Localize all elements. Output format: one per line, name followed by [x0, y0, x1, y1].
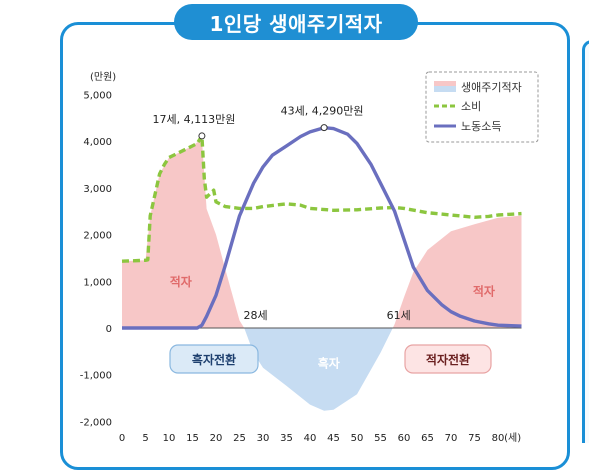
y-axis-ticks: 5,000 4,000 3,000 2,000 1,000 0 -1,000 -2,000 — [80, 91, 112, 429]
legend: 생애주기적자 소비 노동소득 — [425, 71, 539, 143]
legend-swatch-area-negative — [434, 86, 456, 92]
x-tick-label: 30 — [257, 433, 270, 444]
deficit-label-young: 적자 — [170, 274, 192, 289]
to-deficit-box — [404, 344, 492, 374]
surplus-label: 흑자 — [318, 356, 340, 371]
to-surplus-label: 흑자전환 — [192, 352, 236, 367]
x-axis-ticks: 0 5 10 15 20 25 30 35 40 45 50 55 60 65 70 75 80 — [119, 433, 505, 444]
x-tick-label: 70 — [445, 433, 458, 444]
to-deficit-label: 적자전환 — [426, 352, 470, 367]
x-tick-label: 35 — [280, 433, 293, 444]
to-surplus-box — [169, 344, 259, 374]
y-axis-unit: (만원) — [90, 71, 116, 83]
legend-label-consumption: 소비 — [461, 100, 481, 113]
y-tick-label: -1,000 — [80, 371, 112, 382]
crossover-age-61: 61세 — [387, 309, 411, 322]
adjacent-panel-edge — [582, 40, 589, 443]
y-tick-label: 3,000 — [83, 184, 112, 195]
y-tick-label: 0 — [106, 324, 112, 335]
x-tick-label: 45 — [327, 433, 340, 444]
x-tick-label: 60 — [398, 433, 411, 444]
x-tick-label: 0 — [119, 433, 125, 444]
x-tick-label: 25 — [233, 433, 246, 444]
annotation-consumption-peak: 17세, 4,113만원 — [152, 113, 235, 126]
x-tick-label: 65 — [421, 433, 434, 444]
deficit-label-old: 적자 — [473, 283, 495, 298]
y-tick-label: 1,000 — [83, 277, 112, 288]
legend-label-income: 노동소득 — [461, 120, 501, 133]
chart-title: 1인당 생애주기적자 — [174, 4, 418, 40]
y-tick-label: -2,000 — [80, 417, 112, 428]
x-tick-label: 15 — [186, 433, 199, 444]
x-tick-label: 55 — [374, 433, 387, 444]
x-tick-label: 5 — [142, 433, 148, 444]
legend-label-area: 생애주기적자 — [461, 81, 522, 94]
x-axis-unit: (세) — [504, 432, 521, 444]
x-tick-label: 80 — [492, 433, 505, 444]
peak-point-income — [320, 124, 328, 132]
x-tick-label: 20 — [210, 433, 223, 444]
annotation-income-peak: 43세, 4,290만원 — [281, 105, 364, 118]
line-layer — [121, 126, 522, 330]
x-tick-label: 10 — [163, 433, 176, 444]
crossover-age-28: 28세 — [244, 309, 268, 322]
y-tick-label: 5,000 — [83, 91, 112, 102]
surplus-area-negative — [122, 328, 522, 411]
x-tick-label: 40 — [304, 433, 317, 444]
y-tick-label: 2,000 — [83, 231, 112, 242]
series-line-income — [122, 126, 522, 330]
series-line-consumption — [121, 134, 522, 263]
peak-point-consumption — [198, 132, 206, 140]
x-tick-label: 50 — [351, 433, 364, 444]
x-tick-label: 75 — [468, 433, 481, 444]
y-tick-label: 4,000 — [83, 137, 112, 148]
